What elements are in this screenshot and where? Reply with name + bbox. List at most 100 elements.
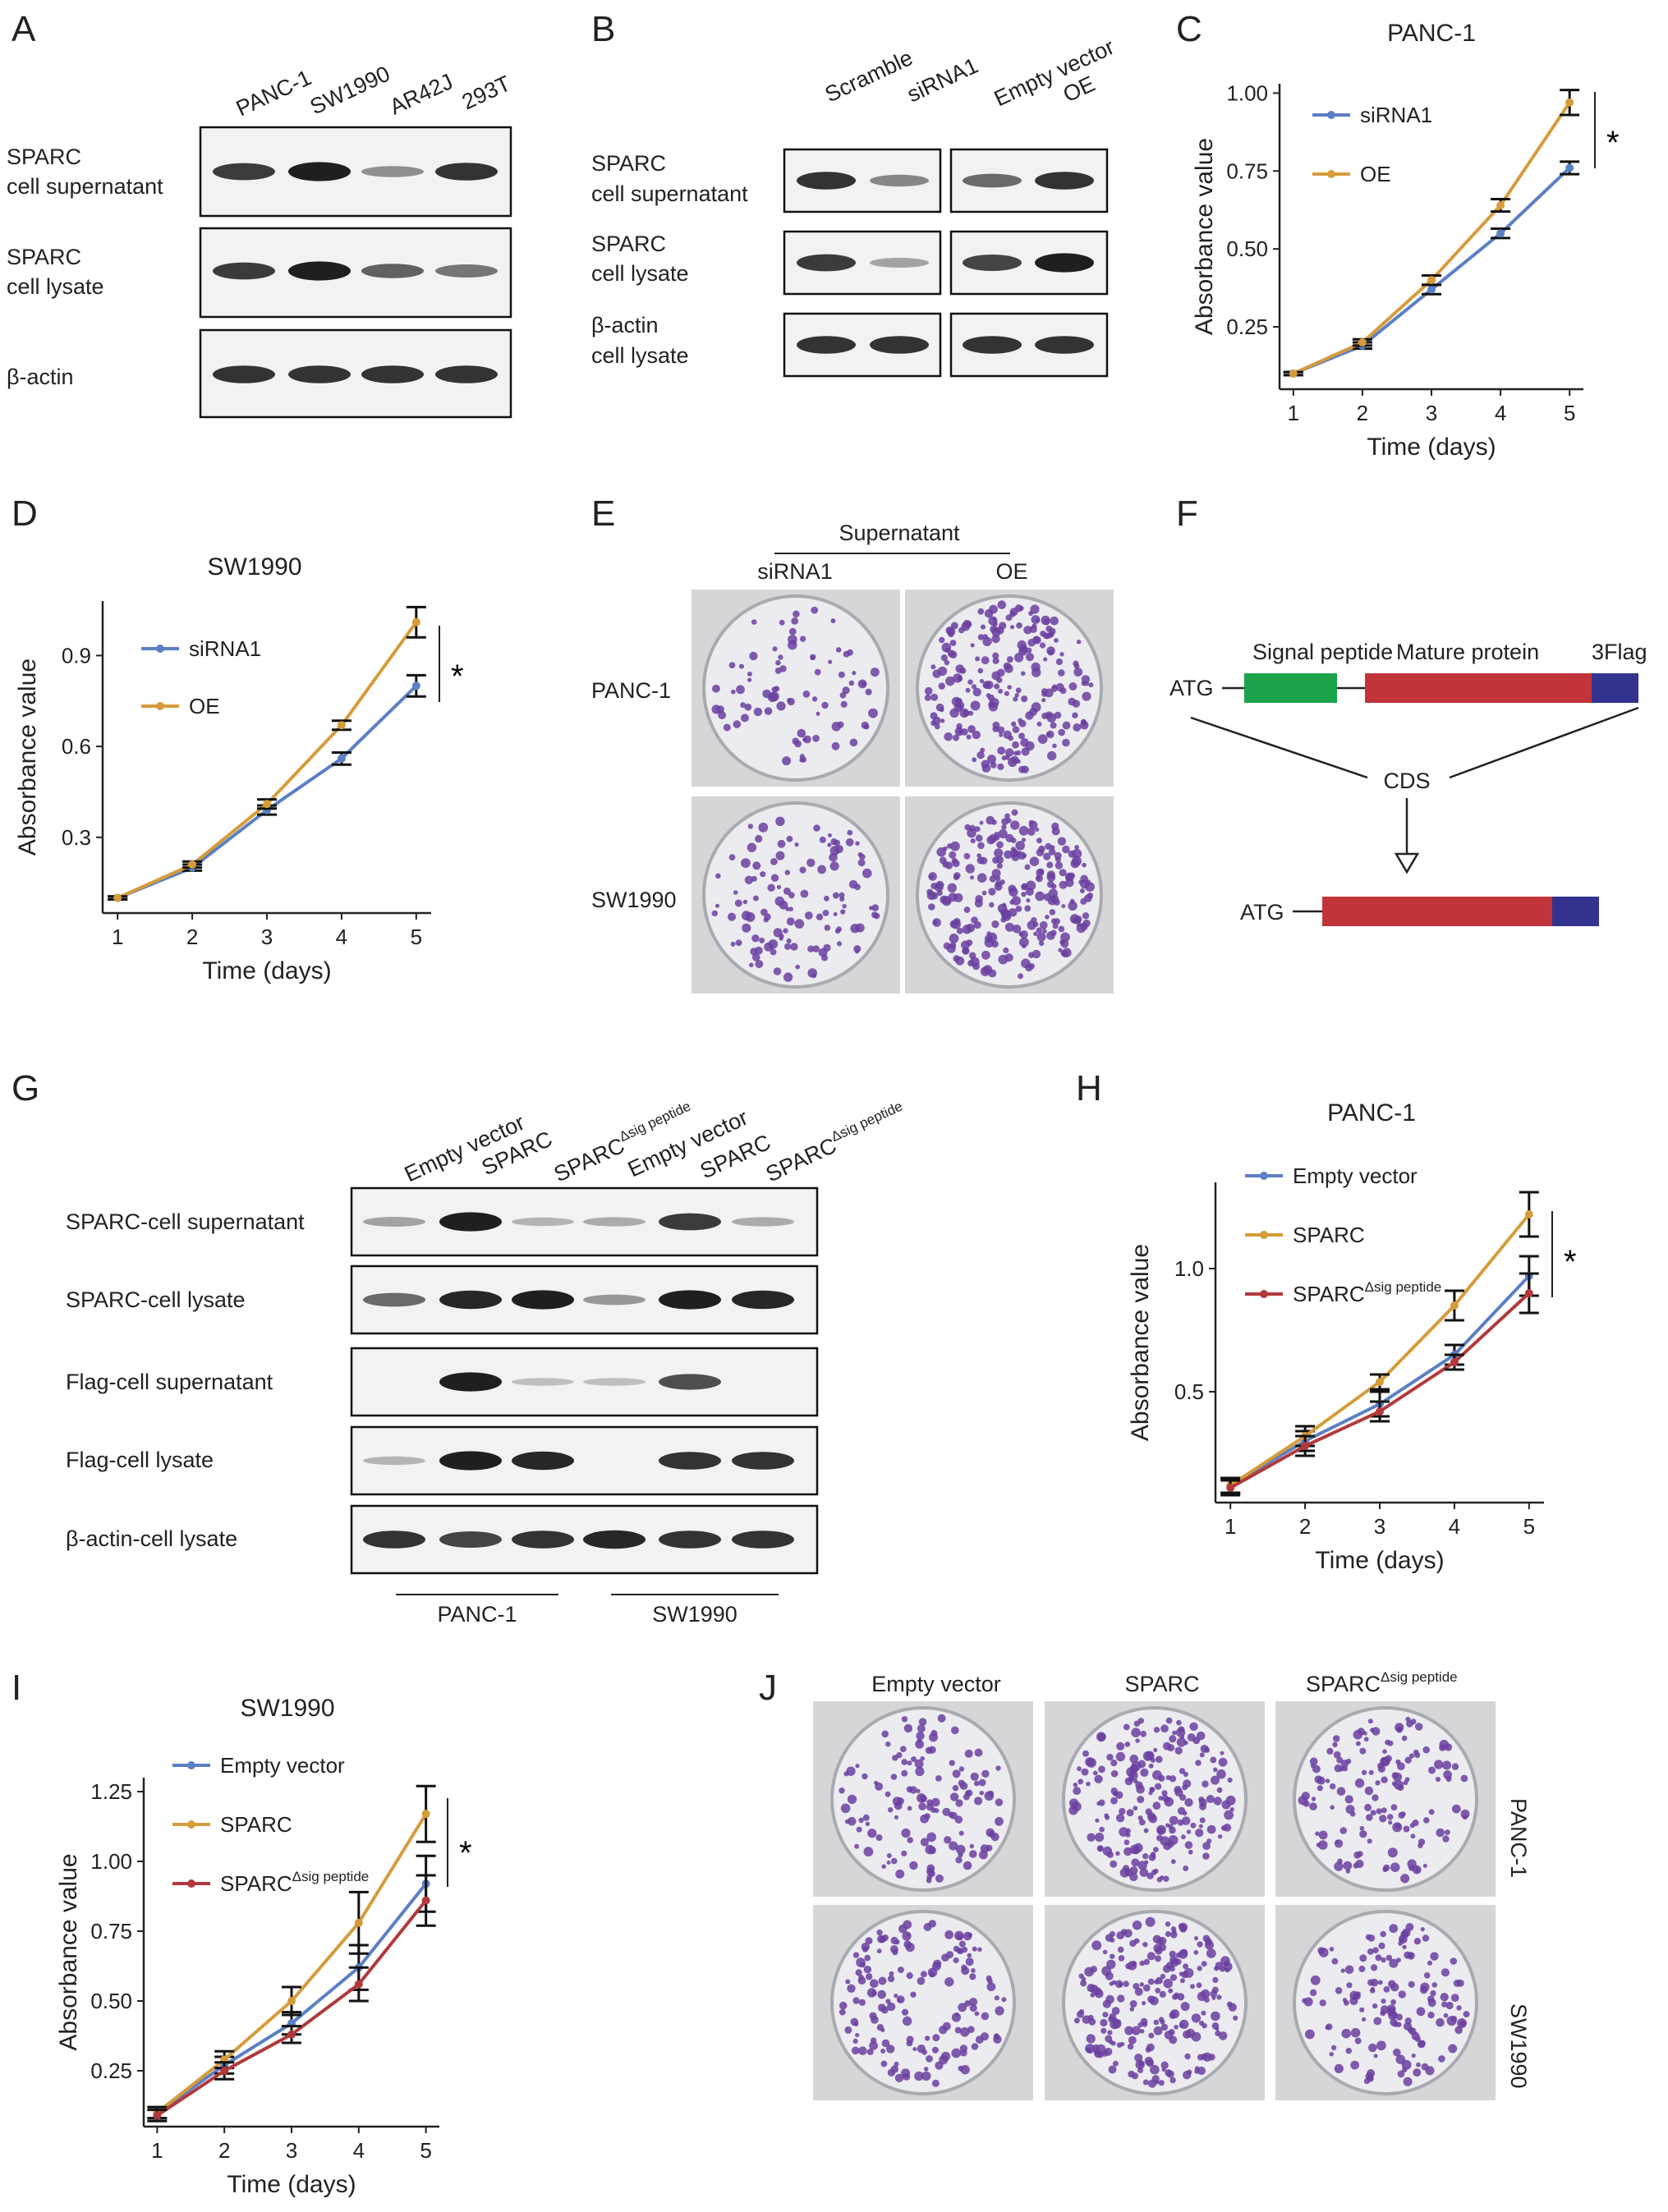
colony-dot (1124, 2026, 1134, 2035)
colony-dot (1081, 719, 1087, 726)
data-point (1450, 1301, 1459, 1310)
colony-dot (906, 1972, 913, 1980)
colony-dot (991, 869, 1001, 879)
colony-dot (1434, 1760, 1444, 1769)
colony-dot (1168, 1988, 1174, 1994)
colony-dot (939, 2026, 948, 2035)
data-point (287, 1997, 296, 2005)
colony-dot (1074, 845, 1079, 850)
colony-dot (1390, 1999, 1396, 2005)
colony-dot (1073, 1783, 1078, 1787)
colony-dot (980, 624, 986, 630)
colony-dot (1381, 1999, 1386, 2004)
colony-dot (1025, 888, 1034, 896)
colony-dot (930, 1729, 938, 1737)
colony-dot (955, 1799, 963, 1807)
colony-dot (1349, 1811, 1356, 1817)
colony-dot (894, 1815, 898, 1820)
colony-dot (1152, 1801, 1161, 1810)
f-cds-label: CDS (1383, 769, 1430, 793)
significance-marker: * (459, 1835, 472, 1871)
colony-dot (1124, 1742, 1131, 1747)
colony-dot (949, 851, 957, 859)
x-tick-label: 2 (186, 925, 198, 949)
data-point (411, 681, 420, 691)
colony-dot (1216, 1769, 1226, 1779)
colony-dot (1058, 728, 1065, 737)
colony-dot (1017, 640, 1027, 650)
colony-dot (901, 1850, 908, 1856)
colony-dot (849, 738, 858, 747)
colony-dot (1135, 1738, 1140, 1743)
y-tick-label: 1.00 (90, 1849, 132, 1874)
colony-dot (747, 671, 752, 677)
legend-label: SPARCΔsig peptide (220, 1869, 369, 1896)
colony-dot (1156, 1827, 1165, 1835)
legend-swatch-dot (187, 1761, 195, 1769)
colony-dot (1451, 1804, 1461, 1814)
colony-dot (926, 1803, 934, 1811)
blot-band (435, 163, 498, 181)
y-axis-label: Absorbance value (1127, 1244, 1154, 1441)
colony-dot (1388, 1980, 1396, 1989)
colony-dot (850, 924, 860, 934)
colony-dot (881, 1730, 889, 1738)
colony-dot (965, 687, 971, 693)
colony-dot (1156, 1976, 1163, 1985)
colony-dot (965, 864, 975, 874)
colony-dot (1146, 1952, 1156, 1961)
colony-dot (917, 1738, 921, 1744)
colony-dot (836, 941, 843, 947)
colony-dot (1172, 1730, 1177, 1736)
colony-dot (1158, 1796, 1163, 1801)
colony-dot (906, 2035, 914, 2044)
colony-dot (926, 2055, 933, 2063)
colony-dot (877, 1989, 886, 1999)
colony-dot (979, 1850, 988, 1860)
colony-dot (857, 859, 866, 867)
colony-dot (1013, 849, 1018, 855)
chart-d: SW1990 1 2 3 4 5 0.3 0.6 0.9 Time (days) Absorbanc… (14, 553, 464, 984)
colony-dot (1001, 818, 1009, 825)
a-row-label: SPARC (7, 145, 81, 169)
colony-dot (839, 892, 845, 898)
colony-dot (1317, 1947, 1325, 1954)
colony-dot (941, 896, 952, 906)
panel-letter-f: F (1176, 493, 1198, 534)
colony-dot (839, 2008, 846, 2016)
colony-dot (864, 1954, 871, 1962)
colony-dot (1004, 922, 1014, 932)
colony-dot (1050, 918, 1057, 925)
colony-dot (1305, 2029, 1315, 2040)
colony-dot (935, 880, 944, 889)
colony-dot (758, 822, 769, 833)
data-point (1301, 1442, 1310, 1450)
data-point (1496, 229, 1505, 238)
colony-dot (982, 636, 992, 646)
colony-dot (907, 1806, 912, 1811)
colony-dot (1004, 663, 1013, 673)
colony-dot (1014, 693, 1019, 698)
colony-dot (824, 895, 829, 902)
colony-dot (1169, 1950, 1176, 1958)
colony-dot (817, 865, 826, 874)
colony-dot (1439, 1739, 1450, 1750)
blot-band (583, 1378, 646, 1386)
colony-dot (894, 1994, 898, 1999)
colony-dot (921, 2071, 931, 2081)
colony-dot (970, 838, 976, 844)
colony-dot (1075, 916, 1082, 923)
blot-band (1035, 253, 1094, 273)
colony-dot (1445, 2001, 1454, 2010)
colony-dot (830, 618, 836, 624)
colony-dot (1309, 1757, 1318, 1766)
colony-dot (1390, 1862, 1400, 1872)
colony-dot (1224, 1810, 1234, 1820)
legend-swatch-dot (1260, 1231, 1268, 1239)
panel-e-colony: Supernatant siRNA1 OE PANC-1 SW1990 (591, 521, 1114, 994)
colony-dot (1059, 869, 1067, 877)
colony-dot (1143, 1828, 1149, 1833)
colony-dot (1187, 1733, 1196, 1742)
significance-marker: * (1564, 1244, 1577, 1280)
colony-dot (915, 1766, 925, 1777)
